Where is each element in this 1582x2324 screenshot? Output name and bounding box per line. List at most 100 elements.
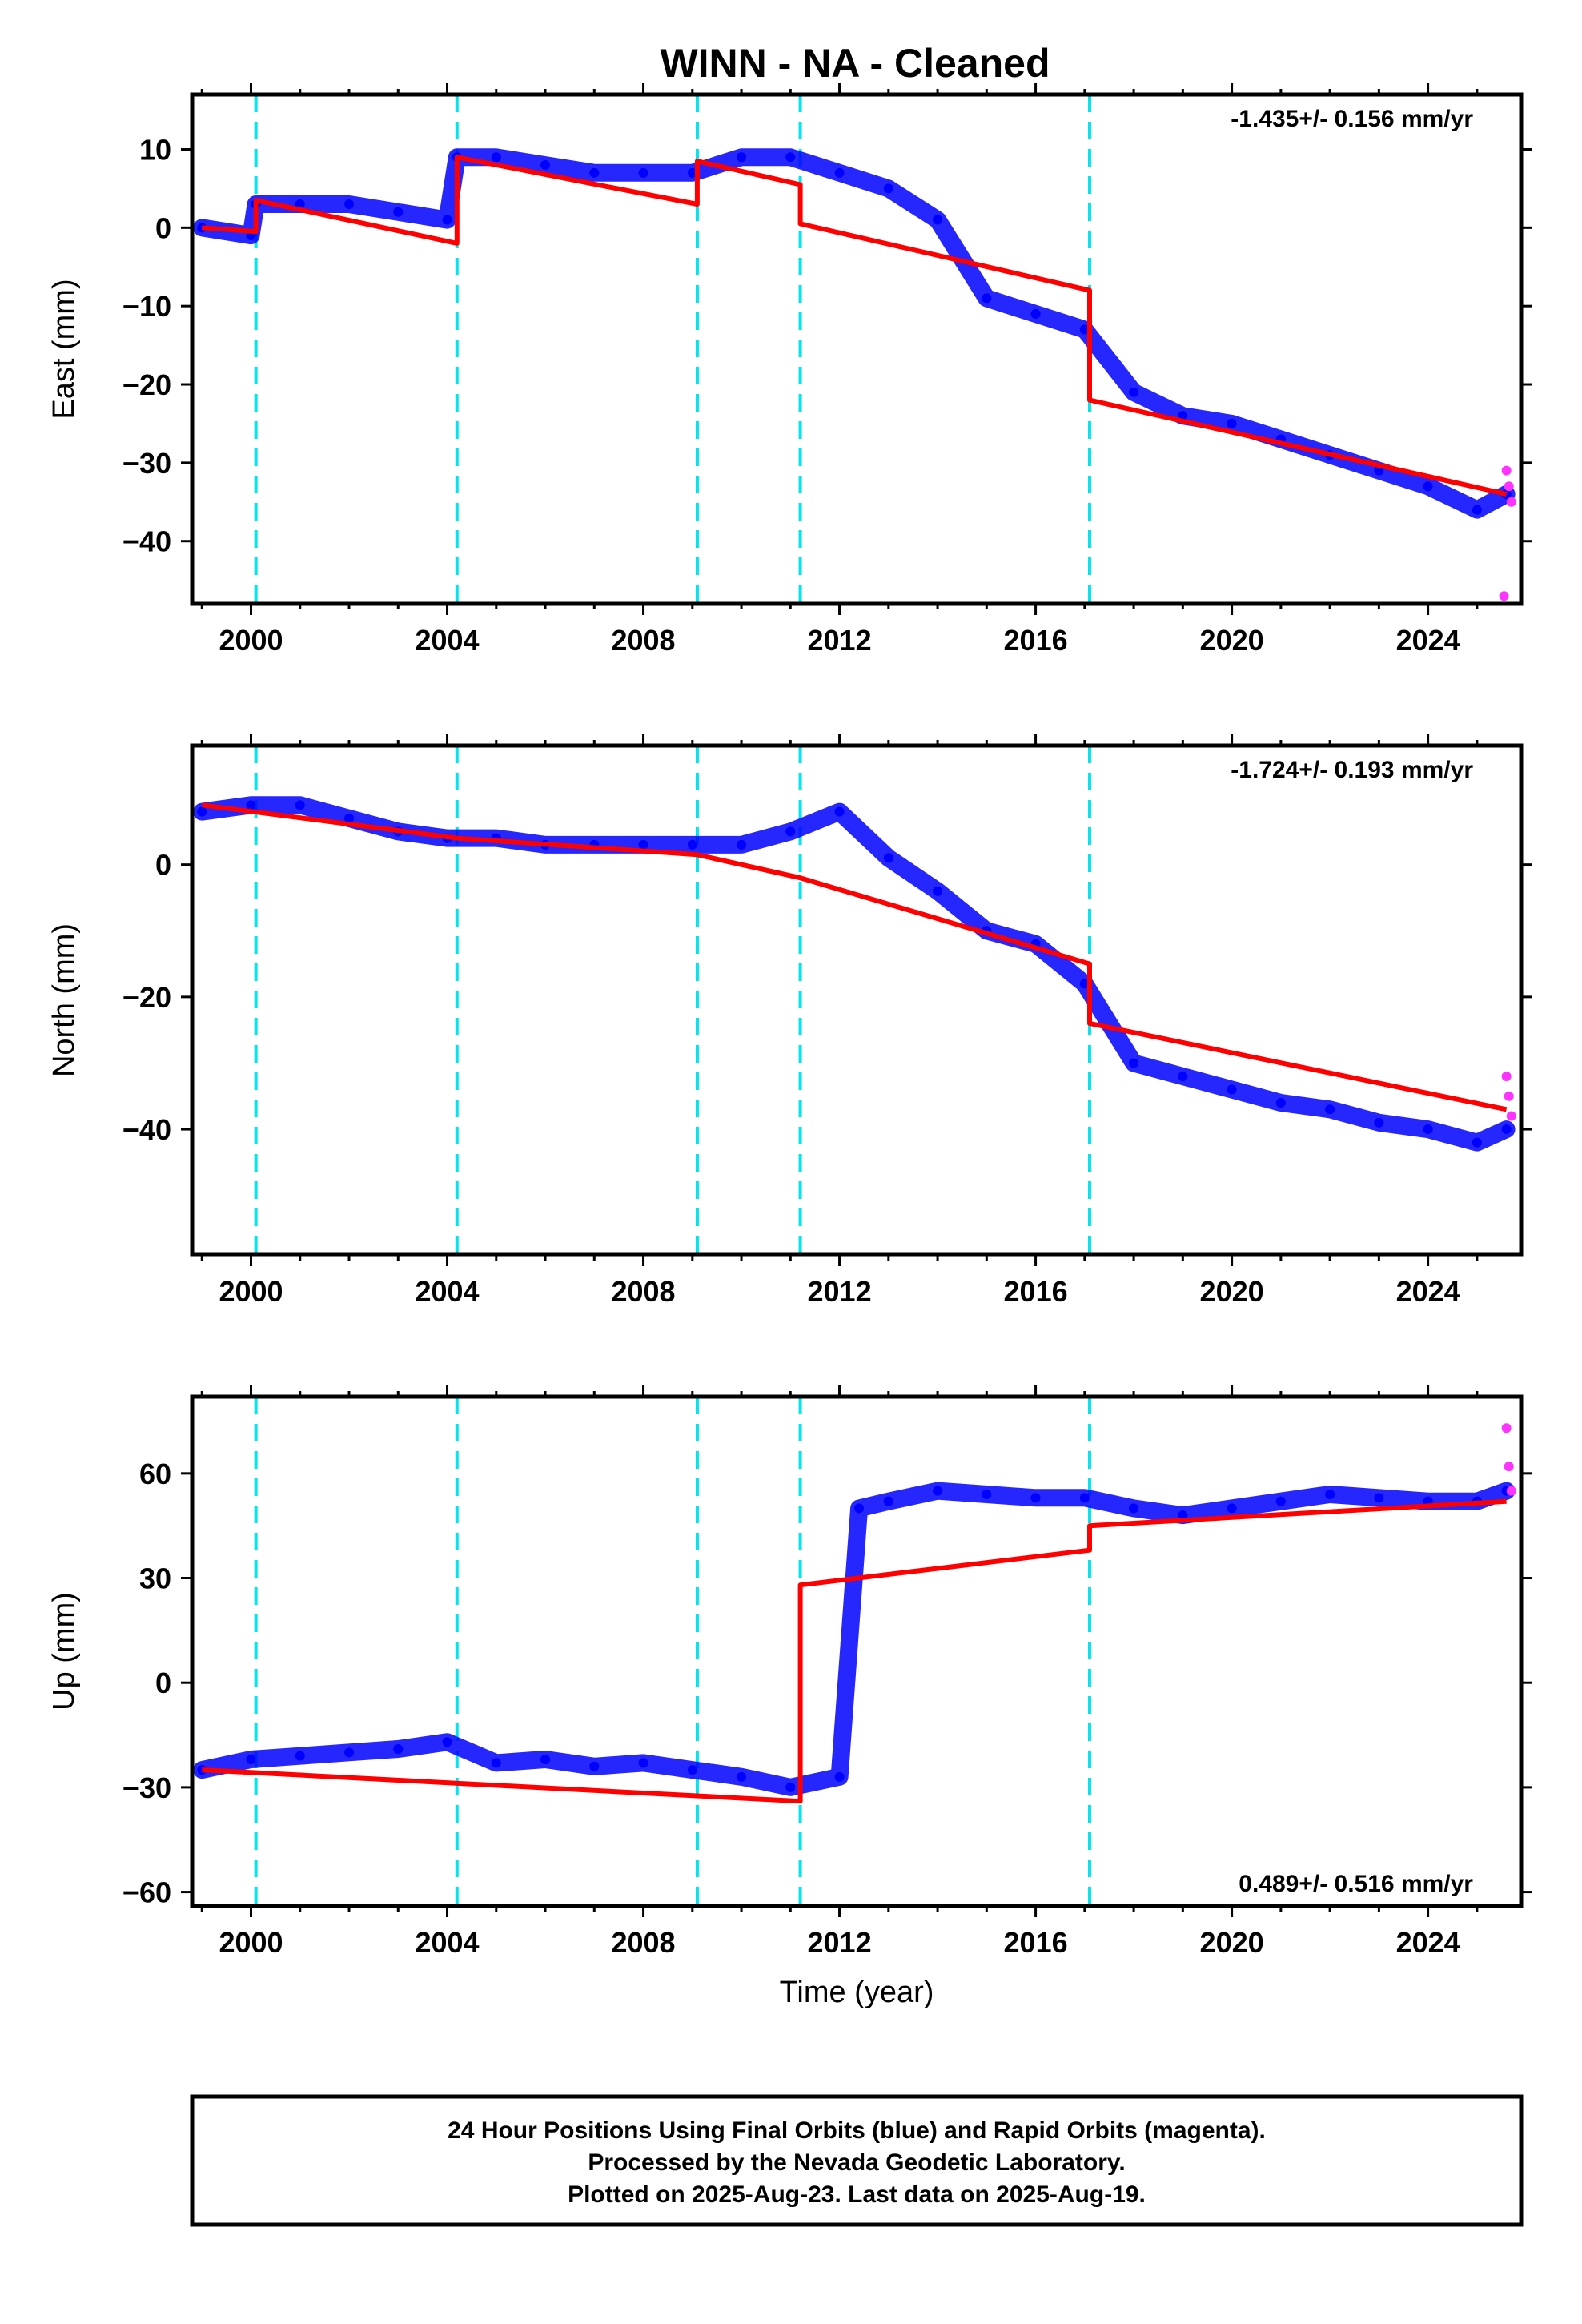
data-point xyxy=(1501,465,1512,476)
y-tick-label: −10 xyxy=(122,290,171,323)
data-point xyxy=(1178,1510,1188,1521)
panel-0: 2000 2004 2008 2012 2016 2020 2024 10 0 −10 −20 −30… xyxy=(47,83,1532,657)
data-point xyxy=(1275,1098,1286,1108)
data-point xyxy=(1030,308,1041,319)
data-point xyxy=(1227,418,1237,428)
footer-box: 24 Hour Positions Using Final Orbits (bl… xyxy=(190,2094,1524,2227)
data-point xyxy=(834,806,845,817)
data-point xyxy=(1472,505,1482,515)
y-tick-label: 10 xyxy=(139,133,171,166)
data-point xyxy=(982,293,992,304)
data-point xyxy=(1374,1117,1384,1128)
data-point xyxy=(1423,1124,1433,1135)
data-point xyxy=(883,853,893,863)
y-axis-label: East (mm) xyxy=(47,279,81,419)
data-point xyxy=(393,1743,404,1754)
data-point xyxy=(1129,387,1139,397)
rapid-orbits-series xyxy=(1501,1071,1516,1121)
x-tick-label: 2024 xyxy=(1396,1926,1460,1959)
data-point xyxy=(540,160,551,171)
data-point xyxy=(1030,1493,1041,1503)
rate-annotation: -1.435+/- 0.156 mm/yr xyxy=(1231,106,1473,132)
data-point xyxy=(785,826,796,837)
x-tick-label: 2000 xyxy=(219,1275,283,1308)
x-tick-label: 2024 xyxy=(1396,624,1460,657)
data-point xyxy=(1506,1486,1516,1496)
rate-annotation: 0.489+/- 0.516 mm/yr xyxy=(1239,1871,1473,1897)
rapid-orbits-series xyxy=(1501,1423,1516,1496)
data-point xyxy=(854,1503,865,1514)
figure-title: WINN - NA - Cleaned xyxy=(660,41,1050,86)
y-tick-label: 60 xyxy=(139,1458,171,1490)
data-point xyxy=(933,215,943,225)
data-point xyxy=(246,1755,256,1765)
x-tick-label: 2012 xyxy=(808,624,872,657)
footer-line-1: 24 Hour Positions Using Final Orbits (bl… xyxy=(448,2117,1266,2144)
data-point xyxy=(785,152,796,163)
model-fit-series xyxy=(201,802,1508,1112)
data-point xyxy=(933,1486,943,1496)
data-point xyxy=(344,1747,355,1758)
data-point xyxy=(393,207,404,217)
x-axis-label: Time (year) xyxy=(780,1976,934,2009)
data-point xyxy=(344,199,355,209)
data-point xyxy=(1504,481,1514,492)
data-point xyxy=(883,183,893,194)
data-point xyxy=(295,800,305,810)
data-point xyxy=(737,152,747,163)
data-point xyxy=(1504,1462,1514,1472)
data-point xyxy=(1178,1071,1188,1081)
y-tick-label: 0 xyxy=(155,211,171,244)
data-point xyxy=(589,1761,600,1771)
data-point xyxy=(638,839,648,850)
plot-frame xyxy=(190,743,1524,1257)
position-band xyxy=(193,1482,1516,1796)
model-line xyxy=(202,155,1508,497)
data-point xyxy=(1325,1104,1335,1115)
x-tick-label: 2012 xyxy=(808,1275,872,1308)
y-tick-label: −30 xyxy=(122,447,171,480)
data-point xyxy=(638,167,648,178)
data-point xyxy=(1506,497,1516,507)
data-point xyxy=(1501,1124,1512,1135)
data-point xyxy=(1079,979,1090,989)
y-tick-label: 30 xyxy=(139,1562,171,1595)
data-point xyxy=(295,199,305,209)
x-tick-label: 2000 xyxy=(219,1926,283,1959)
final-orbits-series xyxy=(193,1482,1516,1796)
data-point xyxy=(295,1751,305,1761)
data-point xyxy=(442,215,452,225)
x-tick-label: 2016 xyxy=(1004,624,1068,657)
data-point xyxy=(687,839,697,850)
data-point xyxy=(1499,591,1509,601)
x-tick-label: 2004 xyxy=(415,624,479,657)
data-point xyxy=(1501,1071,1512,1081)
plot-frame xyxy=(190,1394,1524,1908)
x-tick-label: 2016 xyxy=(1004,1926,1068,1959)
data-point xyxy=(246,800,256,810)
footer-line-3: Plotted on 2025-Aug-23. Last data on 202… xyxy=(568,2181,1146,2208)
data-point xyxy=(442,1737,452,1747)
x-tick-label: 2020 xyxy=(1200,1275,1264,1308)
data-point xyxy=(933,886,943,896)
data-point xyxy=(1325,1489,1335,1499)
data-point xyxy=(1227,1503,1237,1514)
x-tick-label: 2004 xyxy=(415,1275,479,1308)
data-point xyxy=(1129,1503,1139,1514)
data-point xyxy=(687,1765,697,1775)
data-point xyxy=(1374,1493,1384,1503)
data-point xyxy=(1472,1137,1482,1148)
plot-frame xyxy=(190,92,1524,606)
x-tick-label: 2016 xyxy=(1004,1275,1068,1308)
data-point xyxy=(834,167,845,178)
y-tick-label: −20 xyxy=(122,981,171,1014)
y-tick-label: −40 xyxy=(122,1113,171,1146)
y-tick-label: 0 xyxy=(155,849,171,882)
position-band xyxy=(193,148,1516,519)
y-tick-label: −20 xyxy=(122,368,171,401)
data-point xyxy=(540,1755,551,1765)
position-band xyxy=(193,796,1516,1152)
data-point xyxy=(1227,1084,1237,1095)
data-point xyxy=(344,813,355,823)
